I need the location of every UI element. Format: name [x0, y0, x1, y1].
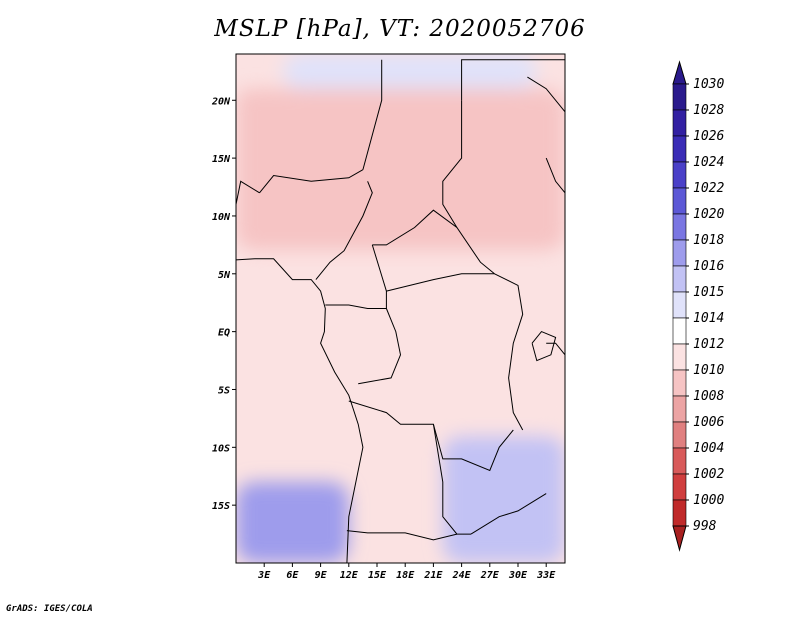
border-tanzania-coast	[546, 342, 565, 356]
y-tick-label: 10N	[212, 212, 231, 223]
colorbar-swatch	[672, 265, 687, 293]
x-tick-label: 24E	[452, 570, 472, 581]
colorbar-swatch	[672, 187, 687, 215]
y-tick-label: 10S	[212, 443, 230, 454]
border-congo-river	[358, 308, 402, 385]
border-drc-east	[494, 273, 524, 431]
border-ethiopia-sudan	[545, 157, 565, 194]
colorbar-label: 998	[693, 519, 717, 534]
colorbar-swatch	[672, 395, 687, 423]
map-area	[235, 53, 566, 564]
colorbar-swatch	[672, 239, 687, 267]
border-coast-west-africa	[236, 258, 364, 563]
y-tick-label: EQ	[218, 328, 230, 339]
y-tick-label: 5S	[218, 385, 230, 396]
colorbar-label: 1002	[693, 467, 724, 482]
colorbar-label: 1024	[693, 155, 724, 170]
border-angola-namibia	[346, 530, 458, 541]
map-frame	[235, 53, 566, 564]
colorbar-label: 1000	[693, 493, 724, 508]
colorbar-swatch	[672, 447, 687, 475]
colorbar-swatch	[672, 421, 687, 449]
border-zambia-south	[470, 493, 547, 535]
colorbar-swatch	[672, 499, 687, 527]
colorbar-swatch	[672, 213, 687, 241]
colorbar-label: 1028	[693, 103, 724, 118]
border-gulf-nile	[527, 76, 565, 113]
field-region-southern-high	[236, 482, 349, 563]
border-niger-chad	[362, 59, 383, 170]
colorbar-label: 1012	[693, 337, 724, 352]
field-region-southeast-high	[442, 435, 565, 563]
x-tick-label: 33E	[536, 570, 556, 581]
border-libya-sudan	[461, 59, 565, 101]
colorbar: 1030 1028 1026 1024 1022 1020 1018 1016 1015 1014…	[672, 60, 724, 552]
y-tick-label: 5N	[218, 270, 231, 281]
border-car-north	[372, 209, 495, 275]
colorbar-label: 1010	[693, 363, 724, 378]
field-region-sahel-lows	[236, 88, 565, 251]
y-tick-label: 15N	[212, 154, 231, 165]
colorbar-swatch	[672, 161, 687, 189]
border-car-drc	[386, 273, 495, 292]
colorbar-label: 1022	[693, 181, 724, 196]
colorbar-swatch	[672, 291, 687, 319]
border-angola-drc	[348, 400, 514, 472]
colorbar-top-arrow	[672, 60, 687, 85]
colorbar-label: 1014	[693, 311, 724, 326]
colorbar-swatch	[672, 369, 687, 397]
x-tick-label: 6E	[286, 570, 299, 581]
colorbar-label: 1018	[693, 233, 724, 248]
colorbar-label: 1016	[693, 259, 724, 274]
colorbar-bottom-arrow	[672, 525, 687, 552]
x-tick-label: 27E	[480, 570, 500, 581]
field-region-northwest-low	[236, 88, 255, 159]
colorbar-swatch	[672, 317, 687, 345]
x-tick-label: 18E	[396, 570, 415, 581]
colorbar-swatch	[672, 473, 687, 501]
x-tick-label: 3E	[257, 570, 271, 581]
chart-title: MSLP [hPa], VT: 2020052706	[214, 16, 586, 42]
country-borders	[236, 59, 565, 563]
border-cameroon-south	[325, 244, 387, 309]
y-tick-label: 15S	[212, 501, 230, 512]
colorbar-swatch	[672, 83, 687, 111]
border-mali-burkina	[236, 180, 260, 205]
border-cameroon-east	[315, 181, 373, 280]
pressure-field	[236, 54, 565, 563]
border-chad-sudan	[442, 100, 463, 228]
field-region-sahara-north	[283, 54, 537, 89]
colorbar-label: 1030	[693, 77, 724, 92]
grads-credit: GrADS: IGES/COLA	[6, 604, 93, 614]
colorbar-label: 1020	[693, 207, 724, 222]
border-nigeria-niger	[259, 169, 364, 194]
x-tick-label: 9E	[315, 570, 328, 581]
y-tick-label: 20N	[211, 96, 231, 107]
colorbar-label: 1008	[693, 389, 724, 404]
border-angola-zambia	[432, 424, 471, 535]
x-tick-label: 30E	[508, 570, 528, 581]
colorbar-label: 1026	[693, 129, 724, 144]
axis-ticks: 20N 15N 10N 5N EQ 5S 10S 15S 3E 6E 9E 12E 15E 18E 21E 2…	[211, 96, 556, 581]
colorbar-swatch	[672, 135, 687, 163]
field-region-equatorial	[236, 250, 565, 436]
colorbar-label: 1004	[693, 441, 724, 456]
colorbar-swatch	[672, 109, 687, 137]
colorbar-swatch	[672, 343, 687, 371]
x-tick-label: 12E	[340, 570, 359, 581]
x-tick-label: 15E	[368, 570, 387, 581]
colorbar-label: 1006	[693, 415, 724, 430]
x-tick-label: 21E	[423, 570, 443, 581]
border-lake-victoria	[531, 330, 557, 362]
colorbar-label: 1015	[693, 285, 724, 300]
